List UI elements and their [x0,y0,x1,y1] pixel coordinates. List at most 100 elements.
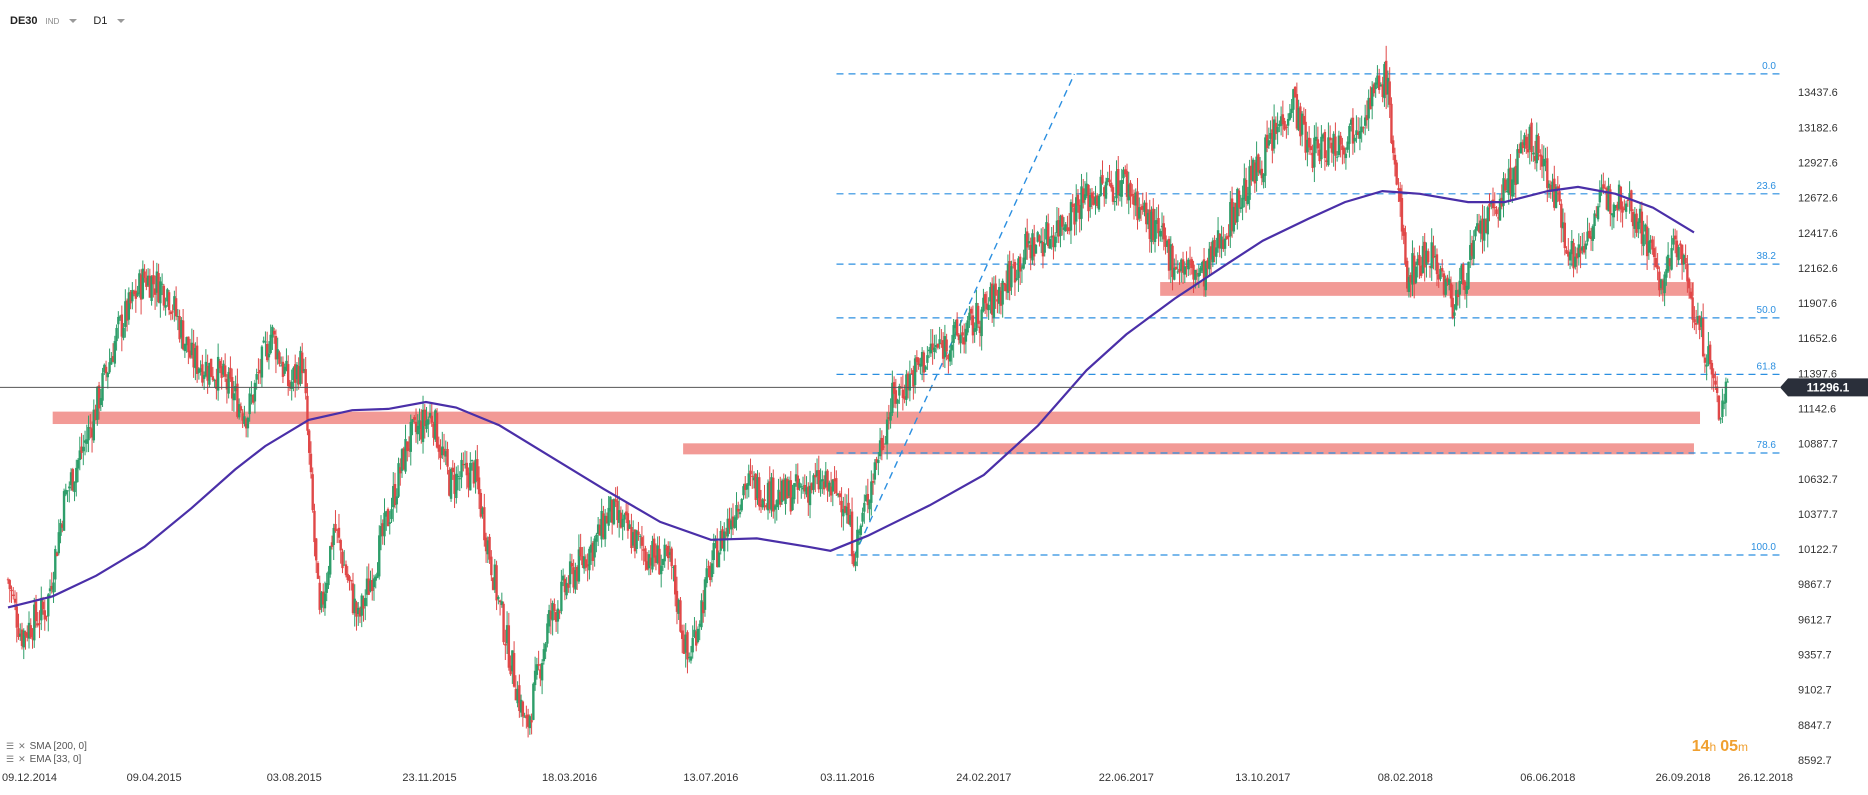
candle-body [786,479,789,499]
candle-body [616,500,619,521]
candle-body [484,537,488,552]
candle-body [740,499,743,511]
candle-body [1637,221,1640,230]
candle-body [1614,205,1617,209]
candle-body [1721,400,1724,417]
candle-body [15,606,18,628]
candle-body [66,490,69,492]
candle-body [812,475,815,490]
candle-body [1644,224,1647,232]
candle-body [731,516,735,527]
candle-body [894,390,898,404]
candle-body [1579,247,1582,254]
candle-body [626,513,630,531]
candle-body [700,600,703,628]
candle-body [1027,241,1031,244]
candle-body [264,341,267,343]
candle-body [344,564,348,576]
candle-body [1206,260,1209,269]
candle-body [1384,60,1388,95]
candle-body [299,350,302,384]
x-tick-label: 13.10.2017 [1235,772,1290,784]
close-icon[interactable]: ✕ [18,741,26,751]
candle-body [878,440,882,457]
candle-body [941,340,945,359]
candle-body [1001,280,1004,305]
candle-body [805,487,808,495]
candle-body [265,343,269,361]
indicator-row-sma[interactable]: ☰ ✕ SMA [200, 0] [6,740,87,753]
candle-body [1101,175,1104,184]
candle-body [392,486,395,508]
candle-body [1204,261,1208,291]
candle-body [241,413,244,421]
candle-body [922,352,926,373]
candle-body [1416,258,1419,266]
candle-body [292,367,295,381]
indicator-row-ema[interactable]: ☰ ✕ EMA [33, 0] [6,753,87,766]
candle-body [1523,135,1526,146]
candle-body [1442,273,1446,295]
candle-body [1208,248,1211,270]
current-price-label: 11296.1 [1807,380,1850,394]
timeframe-dropdown-icon[interactable] [117,19,126,23]
candle-body [339,540,342,551]
candle-body [50,585,53,590]
timeframe-label[interactable]: D1 [93,15,108,27]
symbol-dropdown-icon[interactable] [69,19,78,23]
candle-body [896,399,899,404]
candle-body [1285,126,1288,128]
candle-body [579,547,582,557]
candle-body [873,462,877,480]
chart-header: DE30 IND D1 [10,12,135,30]
candle-body [1078,204,1081,220]
candle-body [1540,155,1544,167]
candle-body [1602,184,1605,189]
candle-body [752,477,756,481]
candle-body [89,427,92,429]
candle-body [884,443,887,445]
candle-body [666,545,670,559]
candle-body [1605,188,1609,210]
candle-body [686,632,689,660]
candle-body [968,312,971,321]
candle-body [840,500,843,513]
candle-body [1015,278,1018,280]
indicator-settings-icon[interactable]: ☰ [6,741,15,751]
candle-body [1490,202,1493,205]
y-tick-label: 9612.7 [1798,614,1832,626]
candle-body [279,365,283,367]
candle-body [1535,134,1538,164]
candle-body [371,579,374,591]
x-tick-label: 24.02.2017 [956,772,1011,784]
x-tick-label: 03.11.2016 [820,772,874,784]
indicator-settings-icon[interactable]: ☰ [6,754,15,764]
candle-body [304,369,307,394]
x-tick-label: 08.02.2018 [1378,772,1433,784]
candle-body [47,594,50,617]
symbol-label[interactable]: DE30 [10,15,38,27]
candle-body [1432,245,1435,258]
candle-body [1444,279,1447,295]
close-icon[interactable]: ✕ [18,754,26,764]
candle-body [1365,115,1369,121]
candle-body [351,583,355,614]
candle-body [92,409,96,441]
fib-label-5: 78.6 [1757,440,1777,451]
candle-body [1209,246,1213,260]
candle-body [190,342,194,356]
candle-body [561,575,565,581]
candle-body [1069,202,1073,231]
candle-body [1089,195,1092,208]
candle-body [999,290,1003,306]
candle-body [1596,206,1600,220]
candle-body [1141,205,1144,210]
candle-body [1113,201,1116,203]
candle-body [395,496,398,505]
candle-body [966,320,969,333]
candle-body [52,582,55,593]
current-price-badge [1780,378,1868,397]
candle-body [1647,241,1651,253]
